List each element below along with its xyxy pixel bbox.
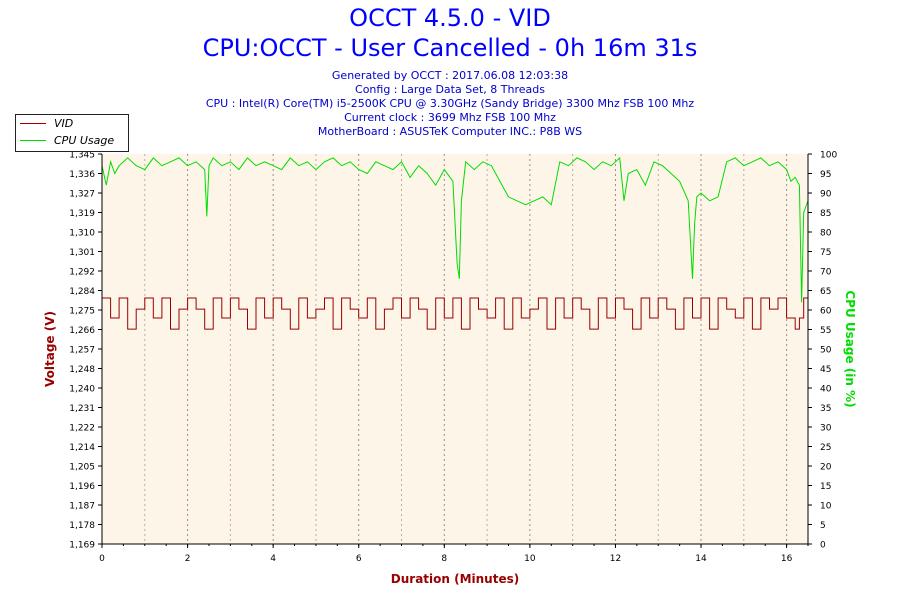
y2-tick-label: 80 <box>820 229 832 239</box>
y-axis-label: Voltage (V) <box>43 311 57 387</box>
y2-tick-label: 40 <box>820 385 832 395</box>
x-tick-label: 14 <box>695 554 707 564</box>
y2-tick-label: 50 <box>820 346 832 356</box>
y2-tick-label: 85 <box>820 209 831 219</box>
chart-subtitle: CPU:OCCT - User Cancelled - 0h 16m 31s <box>202 34 698 62</box>
legend-swatch-vid <box>20 123 46 124</box>
y-tick-label: 1,284 <box>69 287 95 297</box>
x-tick-label: 8 <box>441 554 447 564</box>
y-tick-label: 1,196 <box>69 482 95 492</box>
y-tick-label: 1,336 <box>69 170 95 180</box>
y-tick-label: 1,248 <box>69 365 95 375</box>
y2-tick-label: 15 <box>820 482 831 492</box>
info-cpu: CPU : Intel(R) Core(TM) i5-2500K CPU @ 3… <box>205 97 695 110</box>
info-clock: Current clock : 3699 Mhz FSB 100 Mhz <box>344 111 556 124</box>
y-tick-label: 1,292 <box>69 268 95 278</box>
x-tick-label: 16 <box>781 554 793 564</box>
y2-tick-label: 90 <box>820 190 832 200</box>
info-motherboard: MotherBoard : ASUSTeK Computer INC.: P8B… <box>317 125 583 138</box>
y2-tick-label: 30 <box>820 424 832 434</box>
y-tick-label: 1,178 <box>69 521 95 531</box>
series-line-cpu-usage <box>101 156 809 303</box>
legend-swatch-cpu-usage <box>20 140 46 141</box>
y2-tick-label: 45 <box>820 365 831 375</box>
info-generated: Generated by OCCT : 2017.06.08 12:03:38 <box>331 69 569 82</box>
y-tick-label: 1,205 <box>69 463 95 473</box>
y-tick-label: 1,169 <box>69 541 95 551</box>
y2-tick-label: 65 <box>820 287 831 297</box>
y-tick-label: 1,240 <box>69 385 95 395</box>
y-tick-label: 1,319 <box>69 209 95 219</box>
y-tick-label: 1,327 <box>69 190 95 200</box>
y-tick-label: 1,301 <box>69 248 95 258</box>
x-axis-label: Duration (Minutes) <box>391 572 519 586</box>
x-tick-label: 0 <box>99 554 105 564</box>
legend-item-vid: VID <box>16 115 128 132</box>
y-tick-label: 1,231 <box>69 404 95 414</box>
y-tick-label: 1,266 <box>69 326 95 336</box>
info-config: Config : Large Data Set, 8 Threads <box>355 83 545 96</box>
y2-tick-label: 5 <box>820 521 826 531</box>
y-tick-label: 1,275 <box>69 307 95 317</box>
y-tick-label: 1,214 <box>69 443 95 453</box>
legend-item-cpu-usage: CPU Usage <box>16 132 128 149</box>
legend-label-cpu-usage: CPU Usage <box>54 134 115 147</box>
y2-axis-label: CPU Usage (in %) <box>843 290 857 407</box>
y-tick-label: 1,257 <box>69 346 95 356</box>
y-tick-label: 1,345 <box>69 151 95 161</box>
y2-tick-label: 60 <box>820 307 832 317</box>
y2-tick-label: 75 <box>820 248 831 258</box>
y2-tick-label: 55 <box>820 326 831 336</box>
y2-tick-label: 70 <box>820 268 832 278</box>
y2-tick-label: 25 <box>820 443 831 453</box>
y2-tick-label: 20 <box>820 463 832 473</box>
chart-title: OCCT 4.5.0 - VID <box>349 4 551 32</box>
x-tick-label: 2 <box>185 554 191 564</box>
y2-tick-label: 0 <box>820 541 826 551</box>
x-tick-label: 10 <box>524 554 536 564</box>
chart-legend: VID CPU Usage <box>15 114 129 152</box>
legend-label-vid: VID <box>54 117 74 130</box>
series-line-vid <box>102 297 809 330</box>
y2-tick-label: 95 <box>820 170 831 180</box>
y-tick-label: 1,187 <box>69 502 95 512</box>
x-tick-label: 6 <box>356 554 362 564</box>
y-tick-label: 1,310 <box>69 229 95 239</box>
y2-tick-label: 35 <box>820 404 831 414</box>
y2-tick-label: 100 <box>820 151 837 161</box>
y-tick-label: 1,222 <box>69 424 95 434</box>
y2-tick-label: 10 <box>820 502 832 512</box>
x-tick-label: 4 <box>270 554 276 564</box>
x-tick-label: 12 <box>610 554 621 564</box>
